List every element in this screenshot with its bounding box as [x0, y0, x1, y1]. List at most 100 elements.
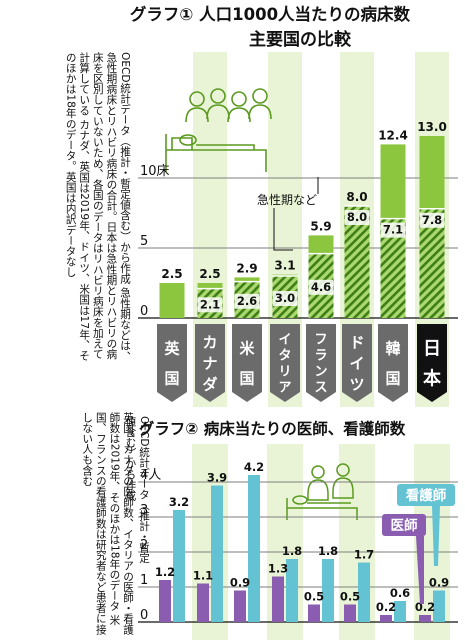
nurse-value-label: 3.9 — [207, 471, 227, 485]
nurse-value-label: 1.8 — [282, 544, 302, 558]
chart2-column-bands — [192, 444, 450, 640]
y-tick-label: 0 — [140, 304, 148, 319]
category-label-char: ナ — [202, 354, 217, 372]
doctor-bar — [234, 590, 246, 622]
chart2-legend: 看護師 医師 — [382, 484, 455, 604]
acute-label-bg — [381, 222, 405, 238]
category-tab — [417, 324, 447, 402]
chart2-footnote: 英国、カナダの医師数、イタリアの医師・看護師数は2019年、そのほかは18年のデ… — [81, 412, 134, 635]
category-label-char: リ — [278, 365, 291, 380]
doctor-bar — [197, 583, 209, 622]
total-value-label: 12.4 — [378, 128, 408, 142]
nurse-bar — [286, 559, 298, 622]
doctor-value-label: 0.2 — [415, 600, 435, 614]
acute-label-bg — [345, 210, 369, 225]
y-tick-label: 4人 — [140, 468, 161, 483]
y-tick-label: 0 — [140, 608, 148, 623]
legend-nurse-swatch — [397, 484, 455, 506]
legend-doctor-label: 医師 — [391, 517, 418, 534]
category-label-char: 国 — [239, 369, 254, 387]
acute-label-bg — [420, 212, 444, 228]
category-label-char: タ — [278, 349, 291, 364]
nurse-bar — [248, 475, 260, 622]
category-tab — [195, 324, 225, 402]
chart2-bars: 1.23.21.13.90.94.21.31.80.51.80.51.70.20… — [155, 460, 449, 622]
doctor-value-label: 0.2 — [376, 600, 396, 614]
acute-label-bg — [273, 291, 297, 306]
nurse-bar — [322, 559, 334, 622]
acute-label-bg — [235, 293, 259, 309]
category-tab — [342, 324, 372, 402]
total-value-label: 5.9 — [310, 219, 331, 233]
acute-label-bg — [309, 279, 333, 295]
total-value-label: 13.0 — [417, 120, 447, 134]
total-value-label: 2.5 — [199, 267, 220, 281]
category-label-char: ス — [314, 381, 327, 396]
chart1-subtitle: 主要国の比較 — [249, 29, 352, 50]
acute-value-label: 4.6 — [311, 280, 331, 294]
nurse-bar — [173, 510, 185, 622]
category-label-char: ア — [278, 381, 291, 396]
category-label-char: 韓 — [385, 339, 400, 357]
category-label-char: ダ — [202, 375, 217, 393]
category-label-char: イ — [349, 354, 364, 372]
chart1-title: グラフ① 人口1000人当たりの病床数 — [130, 4, 411, 24]
category-label-char: 英 — [164, 339, 180, 357]
acute-value-label: 3.0 — [275, 291, 295, 305]
doctor-value-label: 1.1 — [193, 569, 213, 583]
y-tick-label: 10床 — [140, 164, 170, 179]
category-label-char: イ — [278, 333, 291, 348]
legend-doctor-swatch — [382, 514, 426, 536]
category-label-char: 国 — [385, 369, 400, 387]
doctor-bar — [272, 576, 284, 622]
acute-value-label: 2.1 — [200, 297, 220, 311]
total-bar — [159, 283, 185, 318]
total-value-label: 2.5 — [161, 267, 182, 281]
doctor-value-label: 0.5 — [340, 590, 360, 604]
legend-doctor-pointer — [416, 536, 424, 604]
nurse-bar — [358, 562, 370, 622]
category-tab — [306, 324, 336, 402]
category-label-char: フ — [314, 333, 327, 348]
doctor-bar — [308, 604, 320, 622]
acute-value-label: 2.6 — [237, 294, 257, 308]
nurse-value-label: 0.9 — [429, 576, 449, 590]
category-tab — [378, 324, 408, 402]
chart2-title: グラフ② 病床当たりの医師、看護師数 — [139, 419, 406, 438]
category-label-char: ツ — [349, 375, 364, 393]
doctor-value-label: 1.3 — [268, 562, 288, 576]
category-label-char: ン — [314, 365, 327, 380]
doctor-bar — [159, 580, 171, 622]
acute-label-bg — [198, 297, 222, 313]
acute-annotation-leader — [273, 177, 319, 251]
doctor-bar — [344, 604, 356, 622]
acute-annotation-label: 急性期など — [257, 192, 317, 207]
category-tab — [232, 324, 262, 402]
category-label-char: ラ — [314, 349, 327, 364]
category-label-char: カ — [202, 333, 217, 351]
nurse-bar — [433, 590, 445, 622]
doctor-value-label: 0.5 — [304, 590, 324, 604]
nurse-value-label: 1.8 — [318, 544, 338, 558]
category-tab — [270, 324, 300, 402]
chart1-source-note: OECD統計データ（推計・暫定値含む）から作成 急性期などは、急性期病床とリハビ… — [64, 52, 131, 362]
nurse-bar — [394, 601, 406, 622]
total-value-label: 3.1 — [274, 259, 295, 273]
acute-value-label: 7.8 — [422, 213, 442, 227]
category-label-char: ド — [349, 333, 364, 351]
doctor-bar — [380, 615, 392, 622]
category-label-char: 国 — [164, 369, 179, 387]
category-tab — [157, 324, 187, 402]
total-value-label: 2.9 — [236, 261, 257, 275]
y-tick-label: 2 — [140, 538, 148, 553]
acute-value-label: 7.1 — [383, 223, 403, 237]
nurse-value-label: 1.7 — [354, 548, 374, 562]
nurse-value-label: 4.2 — [244, 460, 264, 474]
category-label-char: 日 — [423, 338, 441, 359]
nurse-value-label: 0.6 — [390, 586, 410, 600]
doctor-bar — [419, 615, 431, 622]
chart1-bars: 2.5 2.5 2.1 2.9 2.6 3.1 3.0 5.9 4.6 8.0 8.0 12.4 7.1… — [159, 120, 447, 318]
category-label-char: 本 — [423, 367, 441, 389]
